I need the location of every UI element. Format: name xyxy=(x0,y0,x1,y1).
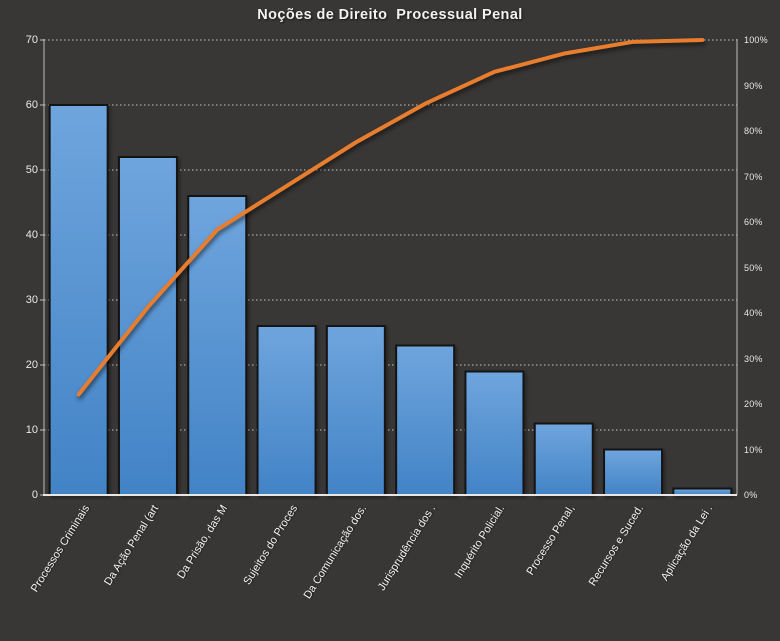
percent-axis-tick-label: 100% xyxy=(744,35,768,45)
bar-2[interactable] xyxy=(117,156,178,496)
value-axis-tick-label: 20 xyxy=(25,359,38,371)
percent-axis-tick-label: 20% xyxy=(744,399,763,409)
percent-axis-tick-label: 50% xyxy=(744,262,763,273)
percent-axis-tick-label: 0% xyxy=(744,490,758,500)
value-axis-tick-label: 70 xyxy=(25,34,38,46)
percent-axis-tick-label: 90% xyxy=(744,80,763,91)
chart-title: Noções de Direito Processual Penal xyxy=(257,7,523,23)
bar-9[interactable] xyxy=(603,448,664,496)
value-axis-tick-label: 0 xyxy=(31,489,38,501)
percent-axis-tick-label: 10% xyxy=(744,444,763,455)
value-axis-tick-label: 40 xyxy=(25,229,38,241)
bar-8[interactable] xyxy=(533,422,594,496)
cumulative-line[interactable] xyxy=(76,38,705,397)
percent-axis-tick-label: 80% xyxy=(744,126,763,136)
value-axis-tick-label: 30 xyxy=(25,294,38,306)
value-axis-tick-label: 10 xyxy=(25,424,38,436)
value-axis-tick-label: 60 xyxy=(25,99,38,111)
bar-4[interactable] xyxy=(256,325,317,496)
percent-axis-tick-label: 60% xyxy=(744,217,763,227)
bar-7[interactable] xyxy=(464,370,525,496)
bar-6[interactable] xyxy=(395,344,456,496)
percent-axis-tick-label: 70% xyxy=(744,171,763,182)
bar-1[interactable] xyxy=(48,104,109,496)
bar-3[interactable] xyxy=(187,195,248,496)
bar-5[interactable] xyxy=(325,325,386,496)
percent-axis-tick-label: 30% xyxy=(744,353,763,364)
value-axis-tick-label: 50 xyxy=(25,164,38,176)
percent-axis-tick-label: 40% xyxy=(744,308,763,318)
